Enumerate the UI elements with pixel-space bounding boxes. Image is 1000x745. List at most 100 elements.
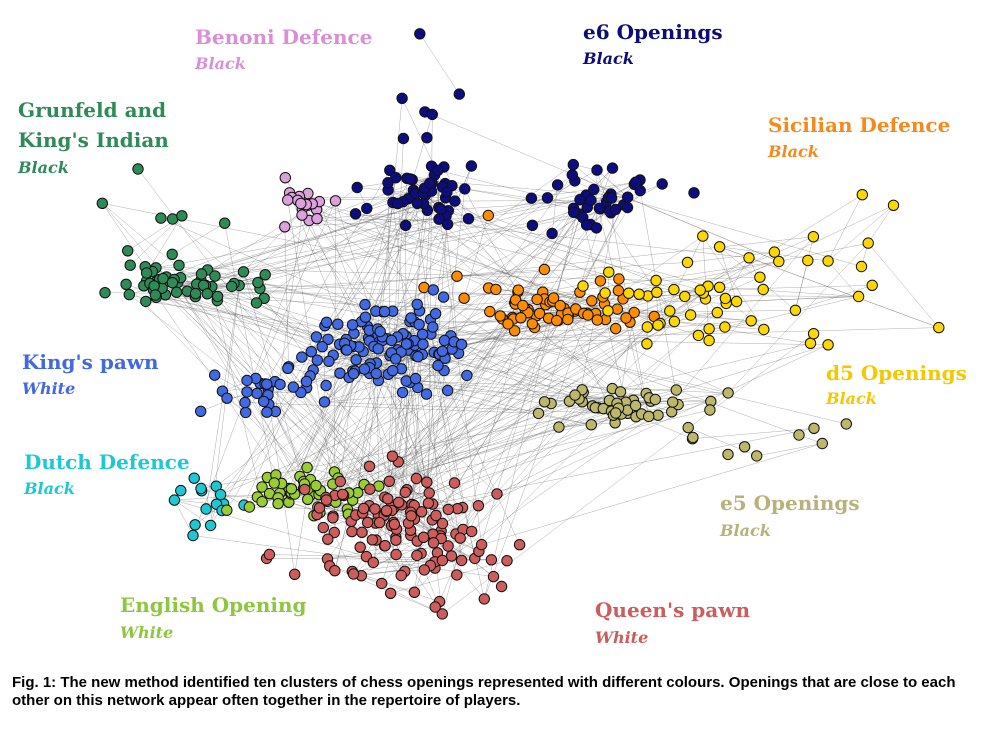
edge (174, 500, 194, 536)
edge (572, 174, 779, 262)
node (387, 364, 399, 377)
node (822, 339, 834, 351)
edge (444, 327, 939, 341)
edge (596, 169, 628, 198)
node (773, 255, 785, 268)
node (272, 498, 284, 510)
node (310, 331, 323, 343)
edge (145, 266, 657, 281)
node (804, 337, 817, 349)
edge (327, 545, 449, 560)
node (697, 230, 709, 242)
node (427, 537, 440, 549)
node (562, 313, 574, 326)
node (454, 532, 466, 544)
node (359, 311, 372, 323)
node (466, 525, 478, 538)
node (713, 241, 726, 253)
node (751, 450, 763, 462)
node (320, 379, 332, 392)
node (299, 483, 311, 496)
edge (484, 314, 589, 599)
node (605, 192, 618, 204)
node (429, 601, 441, 613)
node (491, 488, 503, 500)
node (603, 266, 615, 278)
edge (284, 226, 289, 367)
node (437, 291, 450, 303)
node (664, 305, 676, 317)
node (311, 213, 323, 225)
node (305, 346, 317, 358)
node (525, 192, 538, 204)
edge (401, 368, 467, 376)
node (346, 319, 359, 331)
edge (868, 242, 939, 328)
node (484, 305, 496, 318)
edge (355, 213, 631, 323)
node (166, 277, 179, 289)
node (694, 284, 706, 296)
edge (244, 402, 539, 414)
node (279, 221, 291, 233)
node (679, 290, 691, 303)
edge (172, 218, 330, 362)
edge (442, 308, 526, 614)
node (643, 410, 655, 423)
node (311, 354, 323, 366)
node (240, 406, 252, 419)
node (384, 587, 397, 599)
edge (687, 251, 775, 263)
node (667, 396, 679, 408)
node (120, 278, 132, 290)
node (124, 259, 136, 271)
cluster-name: English Opening (120, 593, 307, 617)
node (295, 197, 307, 210)
node (349, 208, 362, 220)
node (577, 280, 589, 292)
cluster-side: White (120, 623, 174, 642)
caption: Fig. 1: The new method identified ten cl… (12, 674, 956, 709)
node (259, 269, 271, 281)
edge (451, 316, 655, 557)
node (567, 158, 579, 171)
node (96, 197, 109, 210)
node (261, 378, 273, 390)
edge (756, 443, 823, 457)
node (418, 564, 430, 576)
edge (379, 493, 498, 523)
node (356, 526, 368, 538)
edge (224, 223, 275, 484)
edge (434, 403, 552, 569)
node (866, 279, 878, 291)
node (404, 173, 416, 185)
node (214, 488, 227, 501)
node (533, 307, 546, 320)
node (295, 386, 307, 399)
node (334, 367, 346, 379)
node (382, 493, 394, 505)
node (704, 404, 716, 416)
node (722, 448, 734, 461)
edge (417, 387, 634, 401)
node (526, 219, 539, 232)
node (99, 287, 111, 299)
edge (155, 294, 374, 347)
node (261, 406, 273, 418)
edge (379, 296, 604, 523)
node (427, 321, 439, 333)
node (175, 484, 187, 497)
edge (464, 188, 532, 199)
node (221, 504, 233, 516)
node (458, 292, 470, 304)
node (396, 92, 408, 105)
node (590, 222, 603, 234)
edge (306, 387, 392, 526)
edge (656, 277, 760, 281)
node (462, 213, 475, 225)
node (400, 338, 413, 350)
edge (381, 507, 463, 584)
node (418, 281, 430, 294)
node (802, 254, 814, 267)
node (599, 287, 611, 299)
